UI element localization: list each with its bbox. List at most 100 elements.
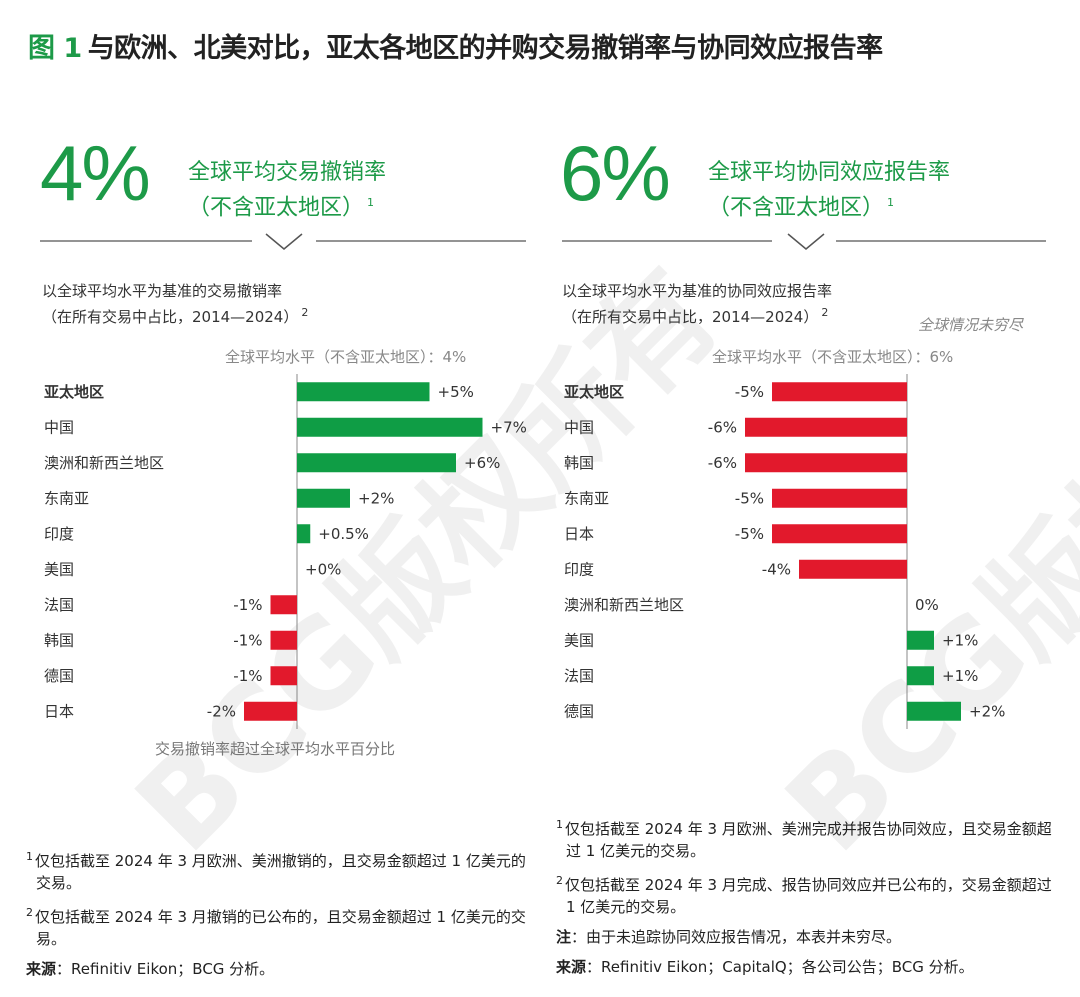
category-label: 德国: [44, 667, 74, 685]
right-source: 来源：Refinitiv Eikon；CapitalQ；各公司公告；BCG 分析…: [556, 956, 1056, 978]
value-label: -6%: [708, 418, 737, 436]
value-label: +5%: [438, 383, 474, 401]
right-big-label-line2: （不含亚太地区）: [708, 195, 885, 221]
bar: [799, 559, 907, 579]
page-title: 图 1 与欧洲、北美对比，亚太各地区的并购交易撤销率与协同效应报告率: [28, 26, 883, 65]
right-note-label: 注: [556, 928, 572, 946]
right-subtitle-sup: 2: [821, 306, 829, 319]
bar: [907, 630, 934, 650]
left-footnote-text: 仅包括截至 2024 年 3 月撤销的已公布的，且交易金额超过 1 亿美元的交易…: [35, 908, 526, 948]
category-label: 美国: [44, 560, 74, 578]
right-footnotes: 1 仅包括截至 2024 年 3 月欧洲、美洲完成并报告协同效应，且交易金额超过 …: [556, 814, 1056, 978]
left-big-label: 全球平均交易撤销率 （不含亚太地区） 1: [188, 158, 386, 223]
right-subtitle-line1: 以全球平均水平为基准的协同效应报告率: [562, 282, 833, 300]
category-label: 东南亚: [564, 489, 609, 507]
category-label: 美国: [564, 631, 594, 649]
left-footnote-2: 2 仅包括截至 2024 年 3 月撤销的已公布的，且交易金额超过 1 亿美元的交…: [26, 902, 526, 950]
right-footnote-sup: 2: [556, 874, 563, 887]
bar: [270, 630, 297, 650]
right-note-line: 注：由于未追踪协同效应报告情况，本表并未穷尽。: [556, 926, 1056, 948]
bar: [270, 666, 297, 686]
value-label: -1%: [233, 631, 262, 649]
right-subtitle: 以全球平均水平为基准的协同效应报告率 （在所有交易中占比，2014—2024） 2: [562, 280, 832, 328]
left-reference-label: 全球平均水平（不含亚太地区）：4%: [225, 348, 467, 366]
right-footnote-text: 仅包括截至 2024 年 3 月完成、报告协同效应并已公布的，交易金额超过 1 …: [565, 876, 1052, 916]
right-footnote-2: 2 仅包括截至 2024 年 3 月完成、报告协同效应并已公布的，交易金额超过 1…: [556, 870, 1056, 918]
right-footnote-text: 仅包括截至 2024 年 3 月欧洲、美洲完成并报告协同效应，且交易金额超过 1…: [565, 820, 1052, 860]
bar: [297, 524, 311, 544]
right-reference-label: 全球平均水平（不含亚太地区）：6%: [712, 348, 954, 366]
value-label: -1%: [233, 596, 262, 614]
bar: [907, 666, 934, 686]
left-footnote-list: 1 仅包括截至 2024 年 3 月欧洲、美洲撤销的，且交易金额超过 1 亿美元的…: [26, 846, 526, 950]
value-label: -4%: [762, 560, 791, 578]
right-source-label: 来源: [556, 958, 587, 976]
right-big-value: 6%: [560, 129, 671, 217]
right-footnote-sup: 1: [556, 818, 563, 831]
category-label: 法国: [44, 596, 74, 614]
value-label: -5%: [735, 383, 764, 401]
category-label: 德国: [564, 702, 594, 720]
value-label: +2%: [969, 702, 1005, 720]
category-label: 日本: [44, 702, 74, 720]
left-footnote-text: 仅包括截至 2024 年 3 月欧洲、美洲撤销的，且交易金额超过 1 亿美元的交…: [35, 852, 526, 892]
category-label: 印度: [44, 525, 74, 543]
bar: [297, 488, 350, 508]
right-bar-chart: 亚太地区 -5% 中国 -6% 韩国 -6% 东南亚 -5% 日本 -5% 印度 -4% 澳洲和新西兰地…: [564, 374, 1005, 729]
left-bar-chart: 亚太地区 +5% 中国 +7% 澳洲和新西兰地区 +6% 东南亚 +2% 印度 +0.5% 美国 +0…: [44, 374, 527, 729]
left-footnote-1: 1 仅包括截至 2024 年 3 月欧洲、美洲撤销的，且交易金额超过 1 亿美元的…: [26, 846, 526, 894]
left-subtitle: 以全球平均水平为基准的交易撤销率 （在所有交易中占比，2014—2024） 2: [42, 280, 308, 328]
bar: [907, 701, 961, 721]
value-label: +6%: [464, 454, 500, 472]
value-label: -6%: [708, 454, 737, 472]
left-axis-caption: 交易撤销率超过全球平均水平百分比: [155, 740, 396, 758]
value-label: +1%: [942, 631, 978, 649]
right-note-text: ：由于未追踪协同效应报告情况，本表并未穷尽。: [571, 928, 902, 946]
category-label: 韩国: [564, 454, 594, 472]
bar: [745, 417, 907, 437]
bar: [297, 453, 456, 473]
category-label: 亚太地区: [564, 383, 624, 401]
value-label: +1%: [942, 667, 978, 685]
left-subtitle-sup: 2: [301, 306, 309, 319]
figure-number: 图 1: [28, 33, 82, 64]
right-divider: [562, 233, 1046, 250]
bar: [270, 595, 297, 615]
left-subtitle-line2: （在所有交易中占比，2014—2024）: [42, 308, 299, 326]
category-label: 澳洲和新西兰地区: [44, 454, 164, 472]
left-big-label-sup: 1: [367, 196, 375, 209]
value-label: -5%: [735, 525, 764, 543]
bar: [772, 488, 907, 508]
value-label: +0%: [305, 560, 341, 578]
category-label: 中国: [44, 418, 74, 436]
left-footnotes: 1 仅包括截至 2024 年 3 月欧洲、美洲撤销的，且交易金额超过 1 亿美元的…: [26, 846, 526, 980]
value-label: 0%: [915, 596, 939, 614]
bar: [772, 524, 907, 544]
bar: [745, 453, 907, 473]
bar: [297, 382, 430, 402]
left-footnote-sup: 1: [26, 850, 33, 863]
right-footnote-1: 1 仅包括截至 2024 年 3 月欧洲、美洲完成并报告协同效应，且交易金额超过 …: [556, 814, 1056, 862]
left-divider: [40, 233, 526, 250]
value-label: +7%: [491, 418, 527, 436]
bar: [297, 417, 483, 437]
category-label: 澳洲和新西兰地区: [564, 596, 684, 614]
category-label: 印度: [564, 560, 594, 578]
left-source: 来源：Refinitiv Eikon；BCG 分析。: [26, 958, 526, 980]
value-label: +0.5%: [318, 525, 369, 543]
left-big-label-line2: （不含亚太地区）: [188, 195, 365, 221]
right-subtitle-line2: （在所有交易中占比，2014—2024）: [562, 308, 819, 326]
category-label: 日本: [564, 525, 594, 543]
right-source-text: ：Refinitiv Eikon；CapitalQ；各公司公告；BCG 分析。: [586, 958, 974, 976]
value-label: -5%: [735, 489, 764, 507]
left-subtitle-line1: 以全球平均水平为基准的交易撤销率: [42, 282, 283, 300]
category-label: 韩国: [44, 631, 74, 649]
right-big-label: 全球平均协同效应报告率 （不含亚太地区） 1: [708, 158, 950, 223]
right-note: 全球情况未穷尽: [918, 316, 1024, 334]
value-label: -1%: [233, 667, 262, 685]
left-source-text: ：Refinitiv Eikon；BCG 分析。: [56, 960, 275, 978]
category-label: 东南亚: [44, 489, 89, 507]
left-footnote-sup: 2: [26, 906, 33, 919]
category-label: 亚太地区: [44, 383, 104, 401]
value-label: +2%: [358, 489, 394, 507]
